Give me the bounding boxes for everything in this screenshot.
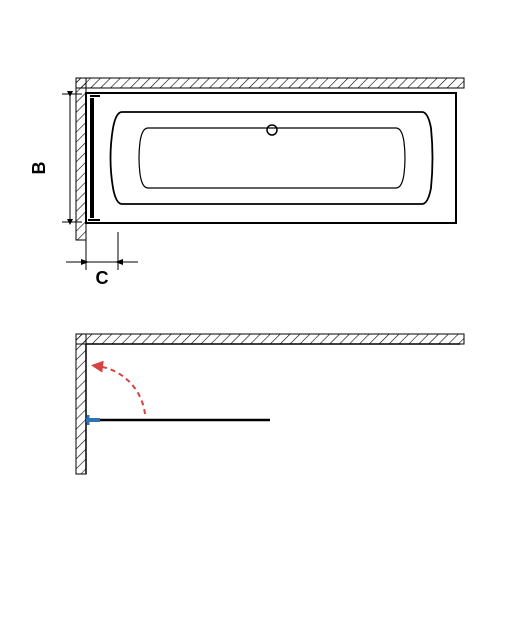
dimension-b: B [29,94,82,222]
hinge-marker [86,415,100,425]
dimension-c-label: C [96,268,109,288]
swing-view [76,334,464,474]
drain [267,125,277,135]
swing-wall-left [76,334,86,474]
bathtub-rim [139,128,405,188]
bath-screen-bar [88,96,100,220]
wall-top [76,78,464,88]
wall-left [76,78,86,240]
dimension-b-label: B [29,162,49,175]
top-view: B C [29,78,464,288]
technical-diagram: B C [0,0,525,642]
bathtub-basin [111,112,433,204]
swing-wall-top [76,334,464,344]
swing-arc [97,366,145,414]
